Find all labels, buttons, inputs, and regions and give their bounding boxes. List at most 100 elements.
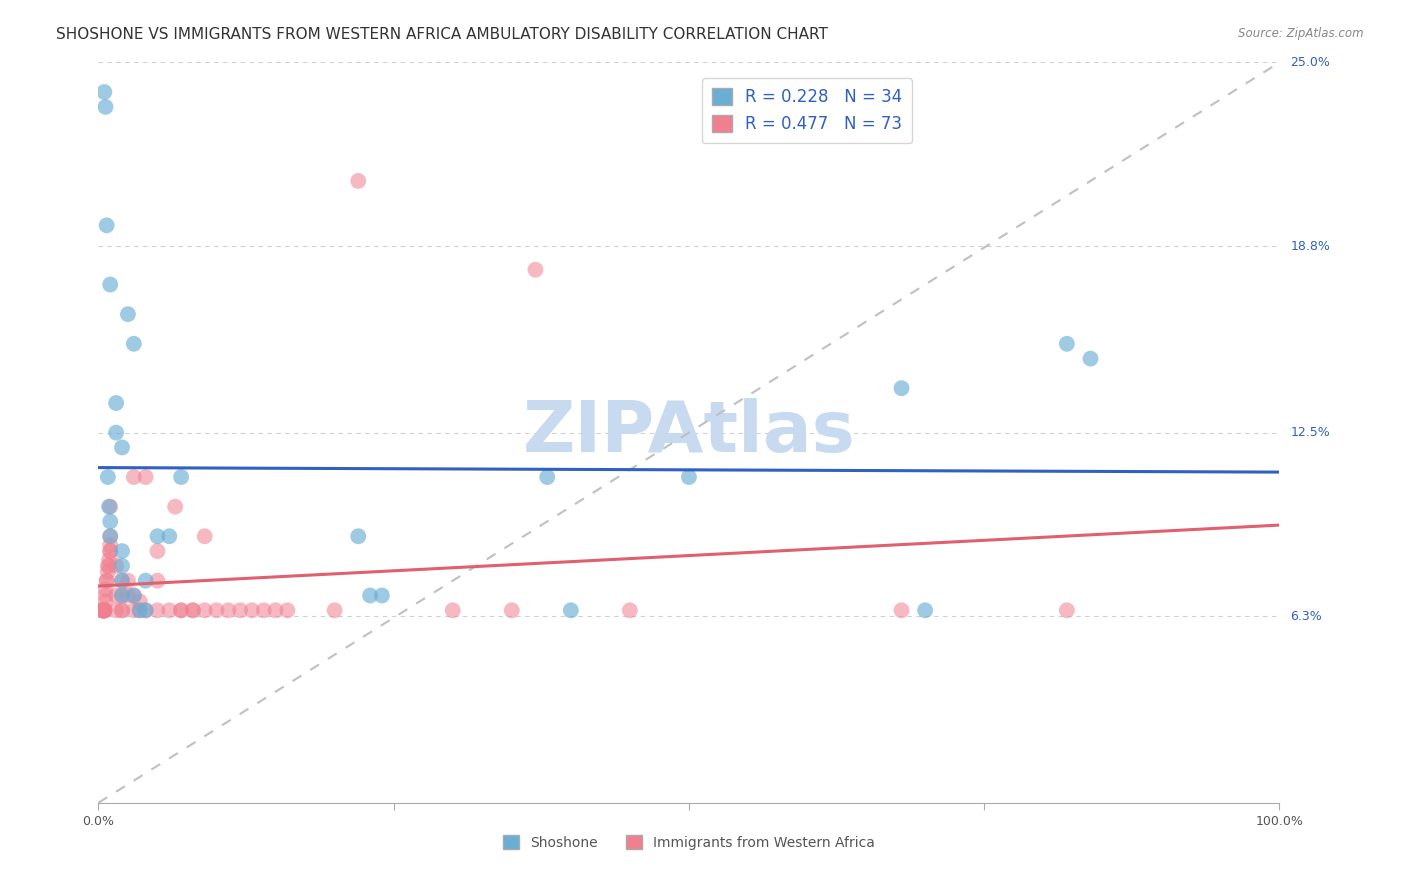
Point xyxy=(93,603,115,617)
Point xyxy=(135,603,157,617)
Point xyxy=(240,603,263,617)
Point xyxy=(91,603,114,617)
Point xyxy=(98,529,121,543)
Point xyxy=(170,603,193,617)
Point xyxy=(128,594,150,608)
Point xyxy=(93,603,115,617)
Point xyxy=(135,603,157,617)
Point xyxy=(117,574,139,588)
Point xyxy=(105,396,128,410)
Point xyxy=(181,603,204,617)
Point xyxy=(98,500,121,514)
Text: 12.5%: 12.5% xyxy=(1291,426,1330,439)
Point xyxy=(111,441,134,455)
Point xyxy=(524,262,547,277)
Point xyxy=(96,219,118,233)
Point xyxy=(890,603,912,617)
Point xyxy=(97,558,120,573)
Point xyxy=(111,603,134,617)
Point xyxy=(347,174,370,188)
Point xyxy=(93,603,115,617)
Point xyxy=(323,603,346,617)
Point xyxy=(105,603,128,617)
Point xyxy=(194,603,217,617)
Point xyxy=(536,470,558,484)
Point xyxy=(359,589,381,603)
Point xyxy=(122,603,145,617)
Point xyxy=(105,589,128,603)
Point xyxy=(122,589,145,603)
Point xyxy=(264,603,287,617)
Text: ZIPAtlas: ZIPAtlas xyxy=(523,398,855,467)
Point xyxy=(122,336,145,351)
Point xyxy=(117,589,139,603)
Point xyxy=(98,515,121,529)
Point xyxy=(94,100,117,114)
Point xyxy=(91,603,114,617)
Point xyxy=(146,529,169,543)
Point xyxy=(111,574,134,588)
Point xyxy=(371,589,394,603)
Point xyxy=(111,574,134,588)
Point xyxy=(135,574,157,588)
Point xyxy=(1080,351,1102,366)
Point xyxy=(135,470,157,484)
Point xyxy=(91,603,114,617)
Point xyxy=(111,589,134,603)
Point xyxy=(146,574,169,588)
Point xyxy=(93,85,115,99)
Point xyxy=(93,603,115,617)
Point xyxy=(890,381,912,395)
Point xyxy=(105,425,128,440)
Point xyxy=(94,589,117,603)
Point xyxy=(914,603,936,617)
Point xyxy=(111,603,134,617)
Point xyxy=(146,544,169,558)
Point xyxy=(96,574,118,588)
Point xyxy=(94,594,117,608)
Point xyxy=(93,603,115,617)
Point xyxy=(93,603,115,617)
Point xyxy=(105,558,128,573)
Point xyxy=(146,603,169,617)
Text: 18.8%: 18.8% xyxy=(1291,240,1330,252)
Point xyxy=(91,603,114,617)
Point xyxy=(217,603,239,617)
Point xyxy=(93,603,115,617)
Point xyxy=(128,603,150,617)
Point xyxy=(253,603,276,617)
Point xyxy=(98,544,121,558)
Point xyxy=(501,603,523,617)
Point xyxy=(111,558,134,573)
Point xyxy=(98,558,121,573)
Point xyxy=(98,538,121,552)
Point xyxy=(111,544,134,558)
Point xyxy=(98,500,121,514)
Point xyxy=(347,529,370,543)
Point xyxy=(1056,336,1078,351)
Point xyxy=(157,529,180,543)
Point xyxy=(1056,603,1078,617)
Point xyxy=(560,603,582,617)
Point xyxy=(678,470,700,484)
Point xyxy=(117,307,139,321)
Point xyxy=(128,603,150,617)
Point xyxy=(170,470,193,484)
Point xyxy=(181,603,204,617)
Point xyxy=(98,544,121,558)
Point xyxy=(111,589,134,603)
Point xyxy=(98,553,121,567)
Text: 25.0%: 25.0% xyxy=(1291,56,1330,69)
Point xyxy=(97,565,120,579)
Point xyxy=(205,603,228,617)
Point xyxy=(93,603,115,617)
Point xyxy=(98,529,121,543)
Text: Source: ZipAtlas.com: Source: ZipAtlas.com xyxy=(1239,27,1364,40)
Point xyxy=(229,603,252,617)
Point xyxy=(91,603,114,617)
Point xyxy=(98,277,121,292)
Point xyxy=(91,603,114,617)
Point xyxy=(619,603,641,617)
Text: SHOSHONE VS IMMIGRANTS FROM WESTERN AFRICA AMBULATORY DISABILITY CORRELATION CHA: SHOSHONE VS IMMIGRANTS FROM WESTERN AFRI… xyxy=(56,27,828,42)
Text: 6.3%: 6.3% xyxy=(1291,610,1322,623)
